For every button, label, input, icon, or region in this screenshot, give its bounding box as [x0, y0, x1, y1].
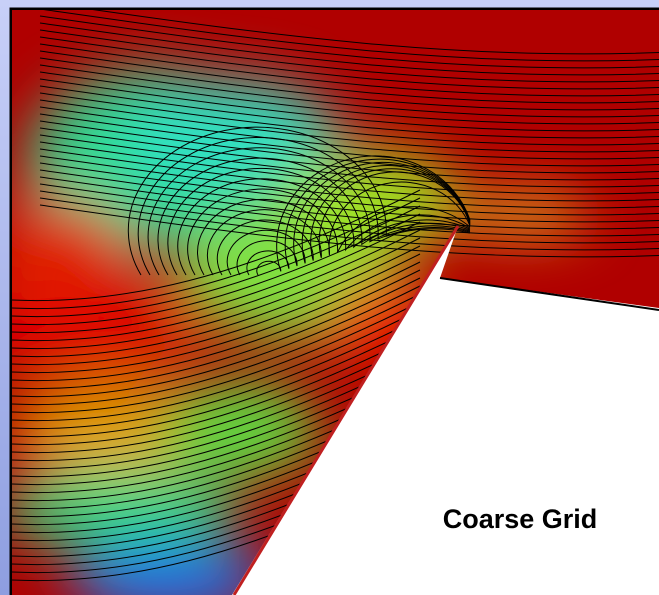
streamline: [12, 205, 421, 318]
streamline: [197, 181, 471, 276]
streamline: [12, 229, 421, 342]
streamline: [12, 317, 421, 430]
body-edge: [439, 277, 659, 311]
streamline: [39, 169, 659, 223]
streamline: [39, 71, 659, 125]
streamline: [12, 189, 421, 302]
streamline: [39, 29, 659, 83]
streamline: [157, 157, 471, 276]
streamline: [12, 245, 421, 358]
streamline: [12, 277, 421, 390]
streamline: [39, 134, 659, 188]
streamline: [39, 15, 659, 69]
streamline: [12, 237, 421, 350]
streamline: [167, 167, 471, 276]
streamline: [12, 197, 421, 310]
blob: [160, 380, 320, 480]
streamline: [12, 309, 421, 422]
caption: Coarse Grid: [443, 504, 598, 534]
streamlines: [12, 10, 659, 582]
streamline: [39, 78, 659, 132]
streamline: [206, 171, 471, 276]
streamline: [39, 113, 659, 167]
streamline: [39, 50, 659, 104]
streamline: [12, 285, 421, 398]
streamline: [39, 120, 659, 174]
streamline: [39, 99, 659, 153]
streamline: [187, 188, 471, 276]
streamline: [39, 106, 659, 160]
streamline: [39, 141, 659, 195]
streamline: [12, 333, 421, 446]
streamline: [39, 92, 659, 146]
streamline: [39, 204, 659, 258]
streamline: [12, 357, 421, 470]
streamline: [12, 293, 421, 406]
streamline: [39, 22, 659, 76]
streamline: [39, 148, 659, 202]
blob: [450, 195, 590, 235]
streamline: [12, 301, 421, 414]
streamline: [12, 365, 421, 478]
streamline: [39, 57, 659, 111]
streamline: [39, 43, 659, 97]
streamline: [256, 155, 471, 276]
streamline: [43, 10, 659, 62]
streamline: [39, 155, 659, 209]
streamline: [12, 261, 421, 374]
streamline: [177, 178, 471, 276]
streamline: [127, 126, 471, 276]
body-wall: [232, 225, 460, 595]
streamline: [39, 64, 659, 118]
streamline: [12, 269, 421, 382]
streamline: [216, 168, 471, 276]
streamline: [12, 349, 421, 462]
streamline: [39, 85, 659, 139]
streamline: [226, 165, 471, 276]
streamline: [12, 253, 421, 366]
streamline: [246, 158, 471, 276]
streamline: [137, 137, 471, 276]
streamline: [12, 325, 421, 438]
streamline: [12, 221, 421, 334]
streamline: [12, 341, 421, 454]
streamline: [147, 147, 471, 276]
streamline: [39, 36, 659, 90]
blob: [70, 540, 270, 595]
streamline: [12, 213, 421, 326]
solid-body: [232, 226, 659, 595]
streamline: [236, 161, 471, 276]
streamline: [39, 176, 659, 230]
streamline: [92, 10, 659, 55]
